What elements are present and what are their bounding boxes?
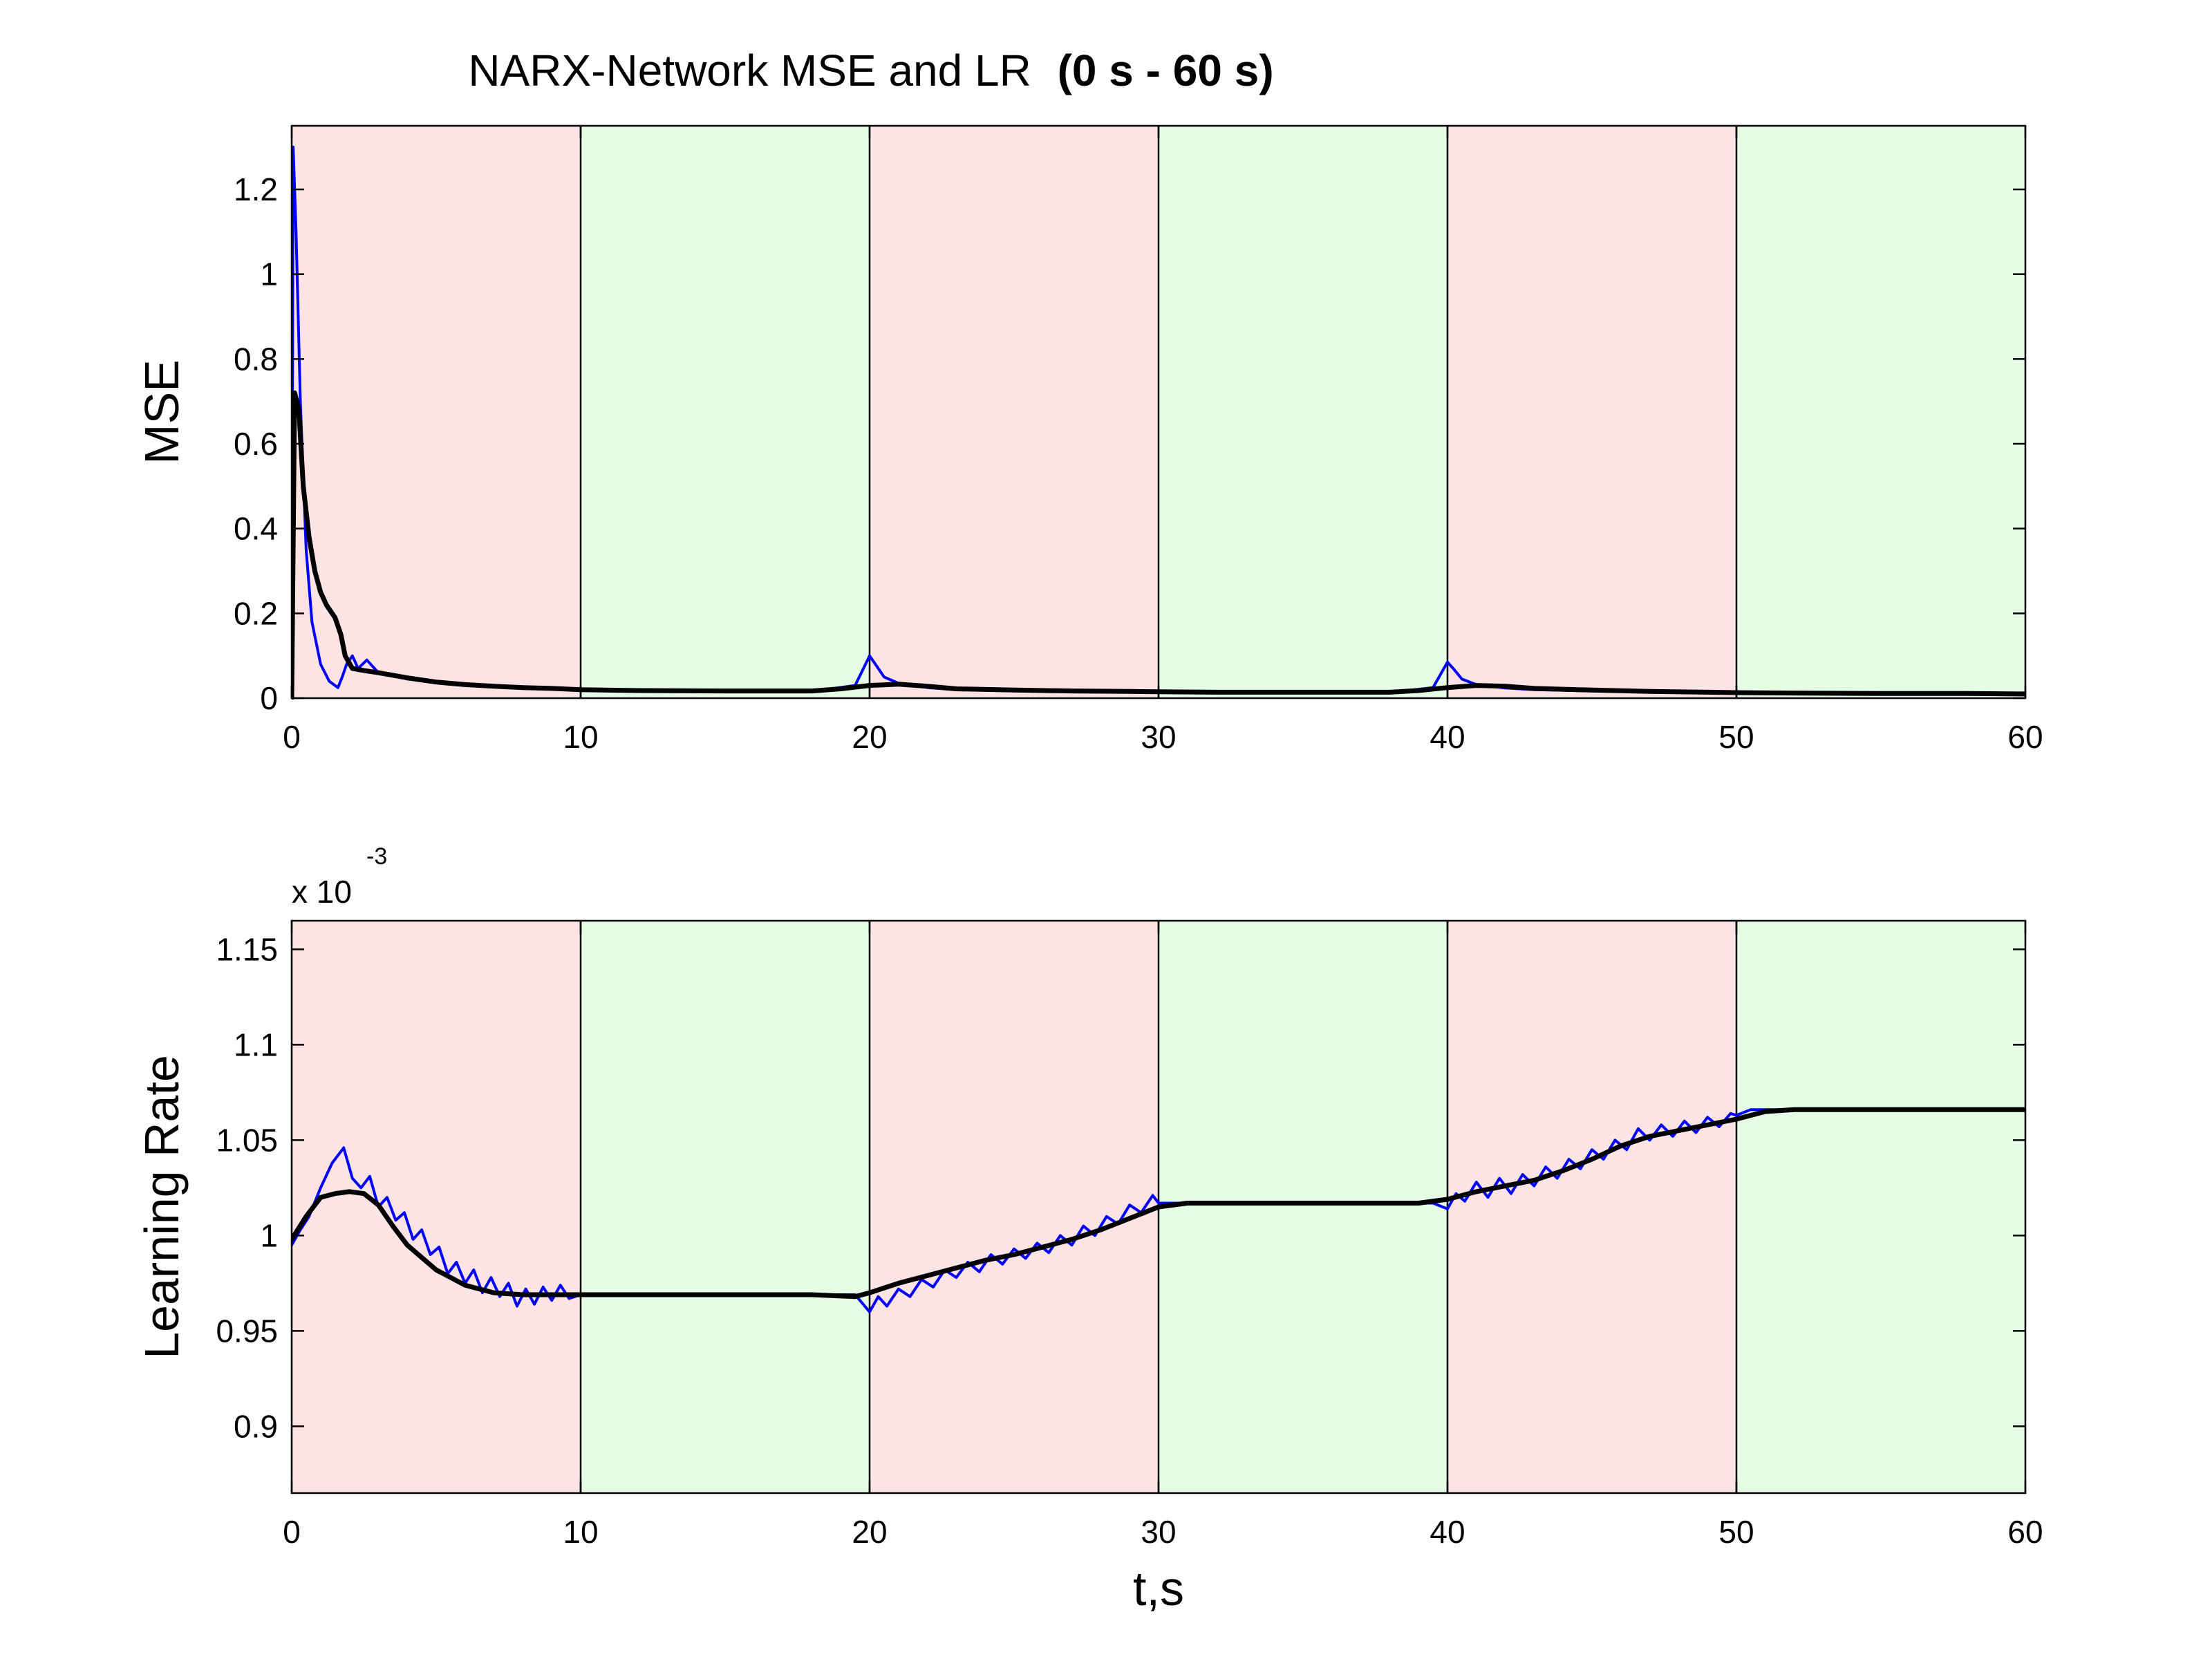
mse-smoothed-line: [292, 390, 2025, 700]
mse-x-tick-label: 50: [1718, 719, 1754, 755]
mse-x-tick-label: 0: [283, 719, 301, 755]
learning-rate-y-axis-label: Learning Rate: [135, 1055, 189, 1359]
mse-panel: 0 10 20 30 40 50 60 0 0.2 0.4 0.6 0.8 1 1.2 MSE: [135, 124, 2043, 755]
mse-x-tick-label: 60: [2007, 719, 2043, 755]
mse-axes: 0 10 20 30 40 50 60 0 0.2 0.4 0.6 0.8 1 1.2 MSE: [135, 124, 2043, 755]
learning-rate-band-run: [1736, 921, 2025, 1493]
learning-rate-band-run: [1159, 921, 1447, 1493]
mse-y-tick-label: 0.8: [234, 341, 278, 377]
learning-rate-smoothed-line: [292, 1107, 2025, 1300]
figure-title: NARX-Network MSE and LR (0 s - 60 s): [468, 46, 1273, 95]
mse-y-tick-label: 0.4: [234, 511, 278, 547]
mse-y-tick-label: 1: [260, 256, 278, 292]
learning-rate-x-tick-label: 30: [1141, 1514, 1176, 1550]
mse-band-stop: [292, 126, 581, 698]
mse-x-tick-label: 40: [1430, 719, 1465, 755]
mse-y-tick-label: 0: [260, 680, 278, 716]
mse-y-tick-label: 0.2: [234, 595, 278, 631]
mse-band-run: [1159, 126, 1447, 698]
learning-rate-axes: 0 10 20 30 40 50 60 0.9 0.95 1 1.05 1.1 1.15 Learning…: [135, 843, 2043, 1615]
mse-x-tick-label: 10: [563, 719, 598, 755]
learning-rate-y-tick-label: 1.1: [234, 1027, 278, 1062]
learning-rate-exponent-power: -3: [366, 843, 387, 870]
mse-y-tick-label: 1.2: [234, 171, 278, 207]
learning-rate-band-run: [581, 921, 870, 1493]
learning-rate-panel: 0 10 20 30 40 50 60 0.9 0.95 1 1.05 1.1 1.15 Learning…: [135, 843, 2043, 1615]
learning-rate-y-tick-label: 0.95: [216, 1313, 278, 1349]
learning-rate-x-tick-label: 60: [2007, 1514, 2043, 1550]
mse-band-stop: [1447, 126, 1736, 698]
learning-rate-band-stop: [292, 921, 581, 1493]
learning-rate-bands: [292, 921, 2025, 1493]
learning-rate-y-tick-label: 1: [260, 1217, 278, 1253]
figure-title-main: NARX-Network MSE and LR: [468, 46, 1031, 95]
learning-rate-y-tick-label: 1.05: [216, 1122, 278, 1158]
learning-rate-raw-line: [292, 1108, 2025, 1313]
mse-x-tick-label: 30: [1141, 719, 1176, 755]
learning-rate-series: [292, 1107, 2025, 1313]
learning-rate-x-tick-label: 0: [283, 1514, 301, 1550]
learning-rate-exponent-label: x 10: [292, 874, 352, 910]
mse-y-axis-label: MSE: [135, 359, 189, 465]
figure-title-range: (0 s - 60 s): [1058, 46, 1274, 95]
learning-rate-x-tick-label: 40: [1430, 1514, 1465, 1550]
mse-bands: [292, 126, 2025, 698]
mse-y-tick-label: 0.6: [234, 426, 278, 462]
mse-series: [292, 145, 2025, 700]
mse-x-tick-label: 20: [852, 719, 887, 755]
learning-rate-x-tick-label: 20: [852, 1514, 887, 1550]
mse-band-stop: [870, 126, 1159, 698]
learning-rate-x-axis-label: t,s: [1133, 1562, 1184, 1615]
learning-rate-x-tick-label: 10: [563, 1514, 598, 1550]
learning-rate-band-stop: [1447, 921, 1736, 1493]
mse-band-run: [581, 126, 870, 698]
learning-rate-band-stop: [870, 921, 1159, 1493]
mse-band-run: [1736, 126, 2025, 698]
learning-rate-x-tick-label: 50: [1718, 1514, 1754, 1550]
learning-rate-y-tick-label: 0.9: [234, 1408, 278, 1444]
learning-rate-y-tick-label: 1.15: [216, 931, 278, 967]
